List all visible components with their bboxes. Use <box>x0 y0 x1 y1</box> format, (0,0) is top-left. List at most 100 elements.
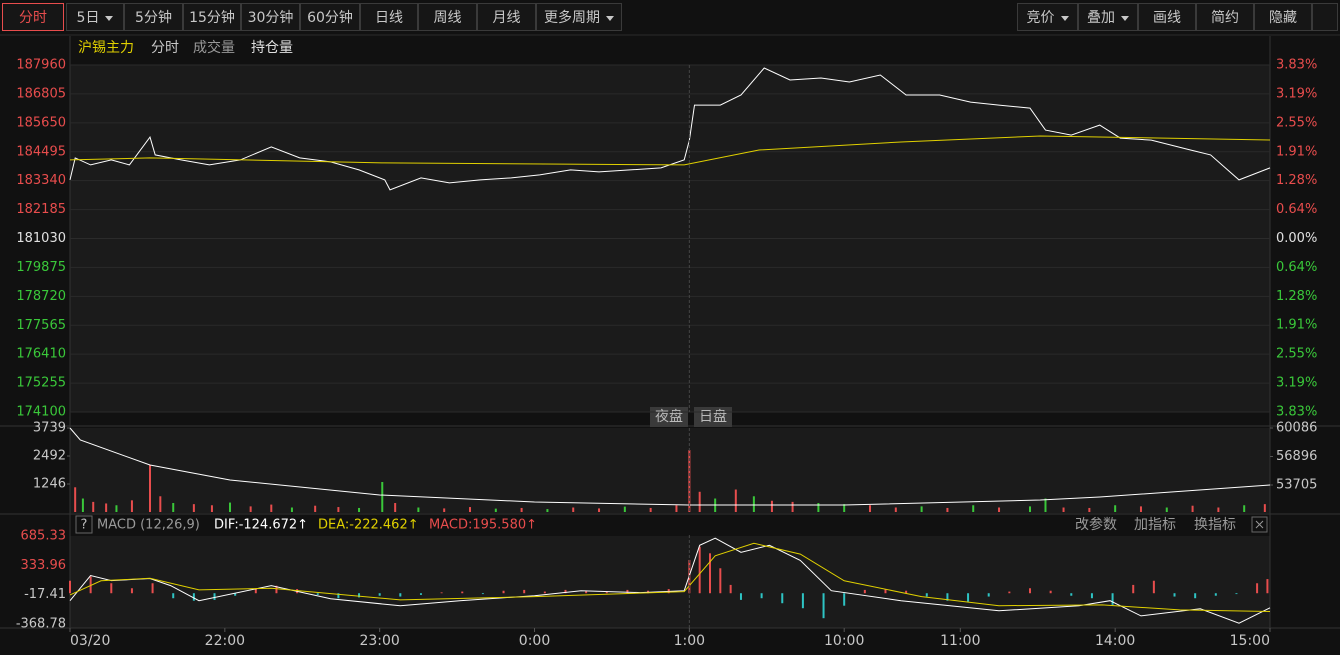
indicator-action[interactable]: 加指标 <box>1134 517 1176 533</box>
x-tick-label: 1:00 <box>674 633 705 649</box>
volume-bar <box>314 505 317 512</box>
y2-tick-label: 3.19% <box>1276 86 1317 101</box>
volume-bar <box>92 501 95 512</box>
toolbar-button[interactable]: 叠加 <box>1078 3 1138 31</box>
y-tick-label: 3739 <box>33 421 66 436</box>
macd-bar <box>863 589 866 594</box>
macd-bar <box>967 593 970 602</box>
toolbar-button[interactable]: 竞价 <box>1017 3 1078 31</box>
session-label: 日盘 <box>699 408 727 425</box>
y2-tick-label: 0.64% <box>1276 260 1317 275</box>
y-tick-label: 185650 <box>16 115 66 130</box>
macd-bar <box>337 593 340 599</box>
volume-bar <box>270 504 273 512</box>
y2-tick-label: 2.55% <box>1276 347 1317 362</box>
y2-tick-label: 3.19% <box>1276 376 1317 391</box>
macd-bar <box>110 583 113 594</box>
toolbar-button[interactable]: 30分钟 <box>241 3 300 31</box>
volume-bar <box>358 507 361 512</box>
indicator-action[interactable]: 改参数 <box>1075 516 1117 533</box>
y-tick-label: 1246 <box>33 477 66 492</box>
toolbar-button[interactable]: 5分钟 <box>124 3 183 31</box>
volume-bar <box>1029 506 1031 512</box>
toolbar-button[interactable]: 月线 <box>477 3 536 31</box>
x-tick-label: 10:00 <box>824 633 864 649</box>
y-tick-label: 176410 <box>16 347 66 362</box>
macd-bar <box>1008 591 1011 594</box>
macd-bar <box>1194 593 1197 599</box>
legend-item[interactable]: 分时 <box>151 40 179 56</box>
volume-bar <box>1191 505 1194 512</box>
x-tick-label: 15:00 <box>1230 633 1270 649</box>
volume-bar <box>130 500 133 512</box>
macd-line <box>69 537 1271 624</box>
toolbar-button[interactable]: 60分钟 <box>300 3 360 31</box>
macd-bar <box>760 593 763 599</box>
toolbar-button[interactable]: 周线 <box>418 3 477 31</box>
macd-bar <box>843 593 846 606</box>
y2-tick-label: 1.28% <box>1276 289 1317 304</box>
y2-tick-label: 1.91% <box>1276 318 1317 333</box>
toolbar-button[interactable]: 画线 <box>1138 3 1196 31</box>
volume-bar <box>734 489 737 512</box>
volume-bar <box>843 504 846 512</box>
volume-bar <box>546 509 549 512</box>
macd-bar <box>234 593 237 596</box>
toolbar-button[interactable]: 5日 <box>66 3 124 31</box>
legend-item[interactable]: 持仓量 <box>251 40 293 56</box>
y2-tick-label: 3.83% <box>1276 405 1317 420</box>
volume-bar <box>159 496 162 512</box>
volume-bar <box>1088 507 1091 512</box>
macd-bar <box>358 593 361 598</box>
toolbar-button[interactable]: 更多周期 <box>536 3 622 31</box>
x-tick-label: 11:00 <box>940 633 980 649</box>
volume-bar <box>381 482 384 512</box>
macd-bar <box>905 590 908 594</box>
toolbar-button[interactable]: 15分钟 <box>183 3 241 31</box>
volume-bar <box>817 503 820 512</box>
macd-bar <box>399 593 402 597</box>
macd-panel <box>70 536 1270 628</box>
help-button[interactable] <box>75 515 93 534</box>
macd-bar <box>564 589 567 594</box>
fullscreen-button[interactable] <box>1312 3 1338 31</box>
legend-symbol: 沪锡主力 <box>78 40 134 56</box>
help-label[interactable]: ? <box>81 518 88 533</box>
macd-bar <box>1235 593 1238 595</box>
y-tick-label: -17.41 <box>24 587 66 602</box>
toolbar-button[interactable]: 简约 <box>1196 3 1254 31</box>
macd-line <box>69 542 1271 612</box>
close-button[interactable] <box>1251 516 1268 533</box>
toolbar-button[interactable]: 隐藏 <box>1254 3 1312 31</box>
legend-item[interactable]: 成交量 <box>193 39 235 56</box>
x-tick-label: 03/20 <box>70 633 110 649</box>
volume-bar <box>1263 504 1266 512</box>
macd-bar <box>605 591 608 594</box>
y2-tick-label: 0.00% <box>1276 231 1317 246</box>
y2-tick-label: 53705 <box>1276 477 1317 492</box>
macd-bar <box>585 590 588 594</box>
toolbar-button[interactable]: 日线 <box>360 3 418 31</box>
macd-bar <box>89 576 92 594</box>
y-tick-label: 182185 <box>16 202 66 217</box>
macd-bar <box>461 591 464 594</box>
macd-bar <box>1152 580 1155 594</box>
macd-bar <box>69 580 71 594</box>
macd-bar <box>698 546 701 594</box>
macd-bar <box>739 593 742 600</box>
y-tick-label: 685.33 <box>21 529 67 544</box>
volume-bar <box>249 506 252 512</box>
indicator-action[interactable]: 换指标 <box>1194 516 1236 533</box>
macd-bar <box>987 593 990 597</box>
price-line <box>69 67 1271 191</box>
macd-bar <box>801 593 804 609</box>
volume-bar <box>752 496 755 512</box>
macd-bar <box>1214 593 1217 596</box>
volume-bar <box>1139 506 1142 512</box>
macd-bar <box>440 592 443 594</box>
volume-bar <box>598 508 601 512</box>
toolbar-button[interactable]: 分时 <box>2 3 64 31</box>
y2-tick-label: 1.28% <box>1276 173 1317 188</box>
y2-tick-label: 2.55% <box>1276 115 1317 130</box>
macd-bar <box>1256 583 1259 594</box>
